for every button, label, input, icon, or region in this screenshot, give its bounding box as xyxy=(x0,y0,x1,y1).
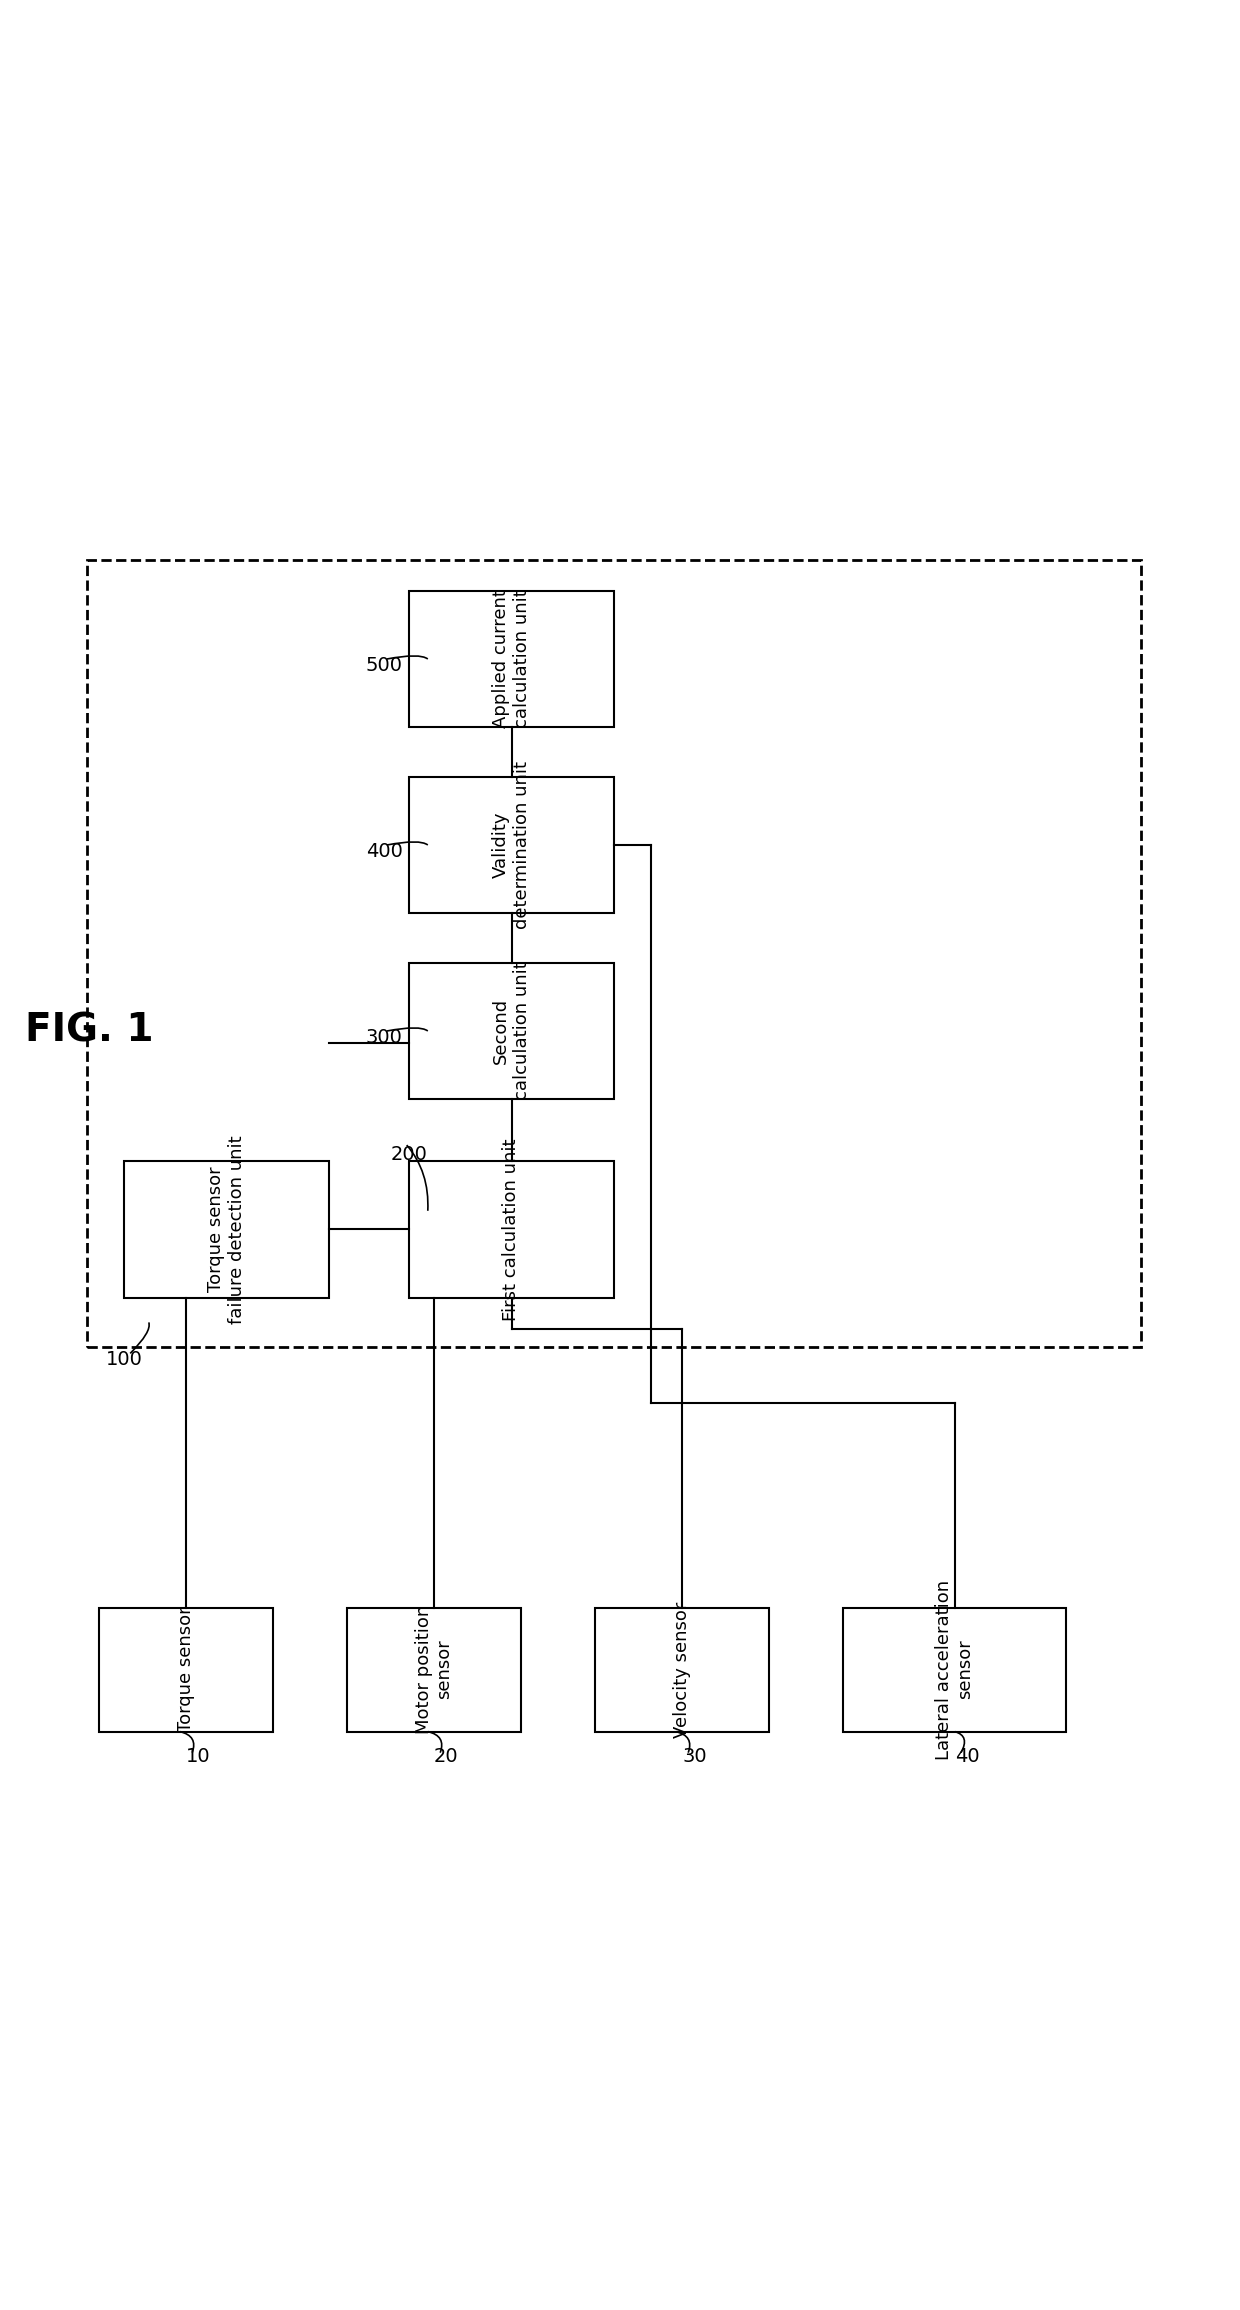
Text: 40: 40 xyxy=(955,1746,980,1765)
FancyBboxPatch shape xyxy=(409,963,614,1100)
Text: 300: 300 xyxy=(366,1028,403,1046)
Text: 400: 400 xyxy=(366,841,403,862)
Text: FIG. 1: FIG. 1 xyxy=(25,1012,154,1051)
Text: 200: 200 xyxy=(391,1146,428,1164)
Text: 100: 100 xyxy=(105,1349,143,1370)
Text: Lateral acceleration
sensor: Lateral acceleration sensor xyxy=(935,1580,975,1760)
Text: 10: 10 xyxy=(186,1746,211,1765)
Text: 30: 30 xyxy=(682,1746,707,1765)
FancyBboxPatch shape xyxy=(99,1608,273,1732)
FancyBboxPatch shape xyxy=(409,1162,614,1298)
FancyBboxPatch shape xyxy=(124,1162,329,1298)
FancyBboxPatch shape xyxy=(595,1608,769,1732)
FancyBboxPatch shape xyxy=(347,1608,521,1732)
Text: Torque sensor: Torque sensor xyxy=(177,1608,195,1732)
Text: 500: 500 xyxy=(366,656,403,675)
FancyBboxPatch shape xyxy=(409,776,614,912)
FancyBboxPatch shape xyxy=(409,591,614,728)
FancyBboxPatch shape xyxy=(843,1608,1066,1732)
Text: Velocity sensor: Velocity sensor xyxy=(673,1601,691,1737)
Text: Torque sensor
failure detection unit: Torque sensor failure detection unit xyxy=(207,1134,246,1324)
Text: Motor position
sensor: Motor position sensor xyxy=(414,1605,454,1735)
Text: Validity
determination unit: Validity determination unit xyxy=(492,760,531,929)
Text: First calculation unit: First calculation unit xyxy=(502,1139,521,1321)
Text: Applied current
calculation unit: Applied current calculation unit xyxy=(492,589,531,728)
Text: 20: 20 xyxy=(434,1746,459,1765)
Text: Second
calculation unit: Second calculation unit xyxy=(492,961,531,1100)
